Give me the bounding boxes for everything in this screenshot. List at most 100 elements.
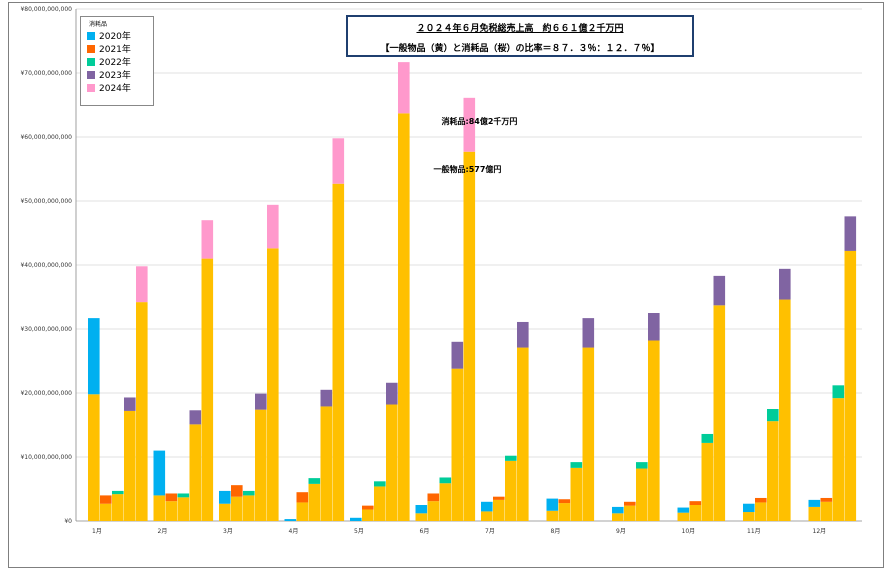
legend-title: 消耗品 (89, 21, 108, 28)
bar-general-2023年-8月 (582, 347, 595, 521)
legend-label: 2023年 (99, 71, 131, 81)
bar-general-2022年-6月 (439, 483, 452, 521)
legend: 消耗品 2020年 2021年 2022年 2023年 2024年 (80, 16, 154, 106)
bar-general-2021年-9月 (624, 505, 636, 521)
x-tick-label: 6月 (420, 528, 430, 535)
bar-general-2023年-2月 (189, 424, 202, 521)
bar-consumables-2021年-12月 (820, 497, 833, 502)
bar-consumables-2022年-7月 (505, 455, 517, 461)
legend-swatch (87, 44, 95, 53)
legend-label: 2021年 (99, 45, 131, 55)
bar-consumables-2021年-2月 (165, 493, 178, 502)
bar-consumables-2024年-6月 (463, 97, 476, 152)
bar-consumables-2022年-3月 (243, 490, 255, 496)
bar-consumables-2020年-1月 (88, 318, 100, 395)
title-box: ２０２４年６月免税総売上高 約６６１億２千万円 【一般物品（黄）と消耗品（桜）の… (346, 15, 694, 57)
x-tick-label: 9月 (616, 528, 626, 535)
bar-general-2020年-10月 (677, 512, 690, 521)
bar-general-2021年-8月 (558, 503, 571, 521)
bar-consumables-2024年-1月 (136, 266, 148, 303)
bar-general-2024年-2月 (201, 258, 214, 521)
bar-consumables-2023年-4月 (320, 389, 333, 407)
bar-general-2023年-6月 (451, 368, 464, 521)
bar-general-2021年-12月 (820, 501, 833, 521)
bar-consumables-2022年-6月 (439, 477, 452, 484)
bar-consumables-2024年-2月 (201, 220, 214, 259)
bar-general-2022年-9月 (636, 468, 648, 521)
bar-general-2020年-1月 (88, 394, 100, 521)
bar-consumables-2023年-3月 (255, 393, 267, 410)
bar-consumables-2022年-9月 (636, 462, 648, 469)
bar-general-2021年-2月 (165, 501, 178, 521)
bar-consumables-2021年-6月 (427, 493, 440, 502)
bar-consumables-2022年-4月 (308, 478, 321, 484)
bar-general-2023年-7月 (517, 347, 529, 521)
legend-swatch (87, 70, 95, 79)
bar-consumables-2023年-9月 (648, 313, 660, 341)
bar-general-2023年-4月 (320, 406, 333, 521)
bar-general-2024年-5月 (398, 113, 410, 521)
legend-item: 2022年 (81, 55, 153, 68)
bar-general-2021年-11月 (755, 502, 767, 521)
bar-consumables-2021年-8月 (558, 499, 571, 504)
bar-consumables-2020年-6月 (415, 505, 428, 514)
bar-consumables-2020年-7月 (481, 501, 493, 512)
bar-consumables-2020年-3月 (219, 490, 231, 504)
bar-general-2022年-3月 (243, 495, 255, 521)
bar-consumables-2020年-9月 (612, 506, 624, 514)
y-tick-label: ¥60,000,000,000 (20, 134, 72, 141)
bar-consumables-2021年-1月 (100, 495, 112, 504)
bar-consumables-2023年-7月 (517, 321, 529, 348)
annotation-1: 一般物品:577億円 (434, 164, 502, 174)
bar-general-2020年-2月 (153, 495, 166, 521)
bar-consumables-2023年-12月 (844, 216, 857, 251)
bar-general-2024年-4月 (332, 183, 345, 521)
bar-general-2021年-3月 (231, 496, 243, 521)
x-tick-label: 1月 (92, 528, 102, 535)
bar-consumables-2021年-10月 (689, 501, 702, 505)
y-tick-label: ¥20,000,000,000 (20, 390, 72, 397)
bar-general-2021年-4月 (296, 502, 309, 521)
x-tick-label: 4月 (289, 528, 299, 535)
bar-general-2023年-12月 (844, 250, 857, 522)
bar-general-2022年-4月 (308, 483, 321, 521)
bar-general-2021年-1月 (100, 503, 112, 521)
bar-general-2020年-9月 (612, 513, 624, 521)
bar-consumables-2020年-2月 (153, 450, 166, 496)
bar-consumables-2023年-2月 (189, 410, 202, 425)
bar-consumables-2023年-6月 (451, 341, 464, 369)
x-axis: 1月 2月 3月 4月 5月 6月 7月 8月 9月 10月 11月 12月 (92, 528, 826, 535)
bar-consumables-2022年-12月 (832, 385, 845, 399)
bar-general-2021年-6月 (427, 501, 440, 521)
bar-consumables-2022年-5月 (374, 481, 386, 487)
legend-item: 2023年 (81, 68, 153, 81)
bar-general-2020年-8月 (546, 510, 559, 521)
bar-consumables-2024年-5月 (398, 62, 410, 114)
bar-consumables-2024年-3月 (267, 204, 279, 249)
bar-consumables-2023年-1月 (124, 397, 136, 411)
y-tick-label: ¥50,000,000,000 (20, 198, 72, 205)
legend-swatch (87, 57, 95, 66)
bar-consumables-2021年-11月 (755, 497, 767, 503)
bar-general-2023年-11月 (779, 299, 791, 521)
bar-general-2023年-3月 (255, 409, 267, 521)
bar-consumables-2020年-4月 (284, 519, 297, 521)
y-tick-label: ¥80,000,000,000 (20, 6, 72, 13)
y-tick-label: ¥70,000,000,000 (20, 70, 72, 77)
chart-title: ２０２４年６月免税総売上高 約６６１億２千万円 (416, 24, 624, 34)
bar-general-2020年-7月 (481, 511, 493, 521)
legend-item: 2021年 (81, 42, 153, 55)
bar-consumables-2020年-5月 (350, 517, 362, 521)
bar-consumables-2023年-8月 (582, 318, 595, 348)
x-tick-label: 10月 (682, 528, 696, 535)
x-tick-label: 3月 (223, 528, 233, 535)
bar-general-2024年-3月 (267, 248, 279, 522)
bar-consumables-2022年-11月 (767, 409, 779, 422)
bar-consumables-2020年-8月 (546, 498, 559, 511)
bar-consumables-2023年-11月 (779, 268, 791, 300)
bars (88, 62, 857, 522)
bar-general-2024年-6月 (463, 151, 476, 521)
x-tick-label: 8月 (551, 528, 561, 535)
